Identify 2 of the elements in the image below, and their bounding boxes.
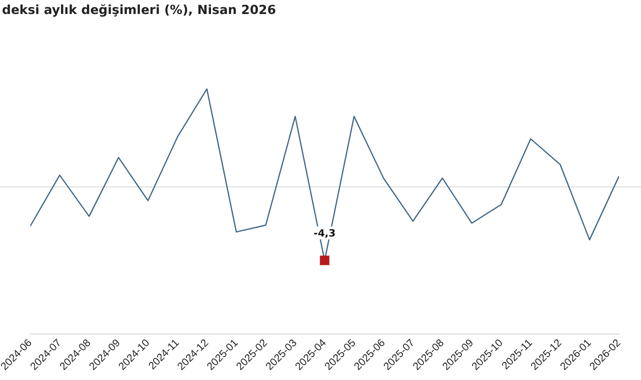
chart-title: deksi aylık değişimleri (%), Nisan 2026 [2,2,276,17]
annotation: -4,3 [314,228,336,240]
